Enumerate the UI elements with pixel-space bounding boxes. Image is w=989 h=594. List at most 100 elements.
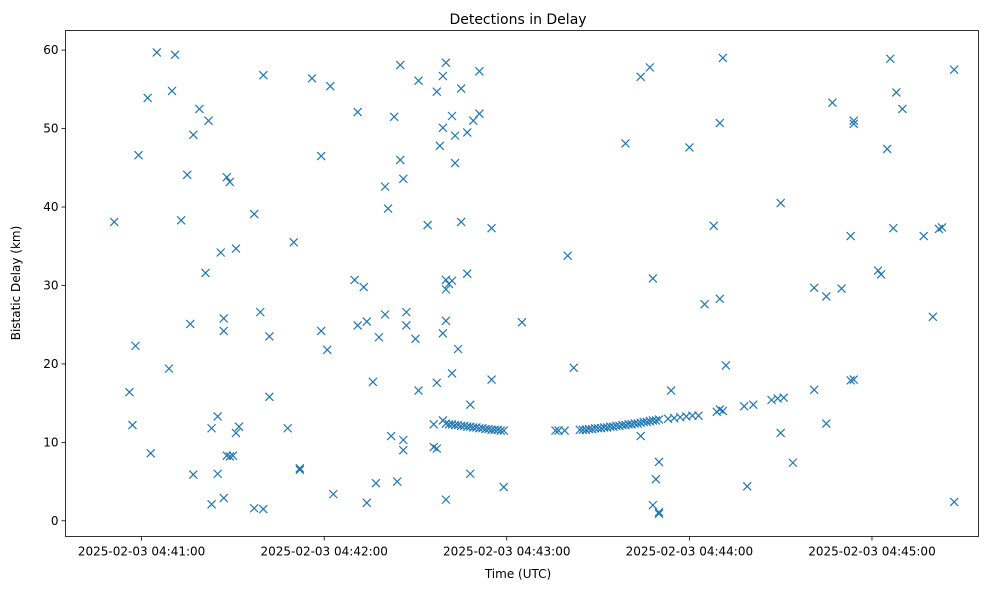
data-point-marker (949, 497, 959, 507)
data-point-marker (188, 130, 198, 140)
data-point-marker (176, 215, 186, 225)
data-point-marker (170, 50, 180, 60)
data-point-marker (897, 104, 907, 114)
data-point-marker (821, 419, 831, 428)
data-points (109, 48, 959, 519)
data-point-marker (398, 174, 408, 184)
data-point-marker (645, 62, 655, 72)
data-point-marker (432, 378, 442, 388)
data-point-marker (715, 294, 725, 304)
data-point-marker (201, 268, 210, 278)
data-point-marker (809, 385, 819, 395)
data-point-marker (928, 312, 938, 322)
data-point-marker (885, 54, 895, 64)
data-point-marker (709, 221, 719, 231)
data-point-marker (465, 400, 475, 410)
data-point-marker (499, 426, 509, 436)
data-point-marker (316, 326, 326, 336)
data-point-marker (374, 332, 384, 342)
data-point-marker (380, 182, 390, 192)
data-point-marker (441, 58, 451, 68)
data-point-marker (213, 469, 223, 479)
data-point-marker (389, 112, 399, 122)
data-point-marker (949, 65, 959, 75)
data-point-marker (225, 452, 235, 461)
data-point-marker (350, 275, 360, 285)
data-point-marker (438, 71, 448, 81)
data-point-marker (447, 111, 457, 121)
data-point-marker (258, 70, 268, 80)
data-point-marker (551, 426, 560, 436)
data-point-marker (423, 220, 433, 230)
x-tick-label: 2025-02-03 04:41:00 (78, 545, 205, 559)
data-point-marker (164, 364, 174, 374)
data-point-marker (398, 445, 408, 455)
data-point-marker (788, 458, 798, 468)
y-tick-label: 40 (43, 200, 58, 214)
data-point-marker (621, 139, 630, 148)
data-point-marker (456, 217, 466, 227)
data-point-marker (827, 98, 837, 108)
data-point-marker (718, 53, 728, 63)
data-point-marker (465, 469, 475, 479)
data-point-marker (569, 363, 579, 373)
data-point-marker (283, 423, 293, 433)
data-point-marker (654, 509, 664, 519)
data-point-marker (438, 123, 448, 133)
data-point-marker (249, 503, 259, 513)
data-point-marker (435, 141, 445, 151)
data-point-marker (255, 307, 265, 317)
data-point-marker (447, 276, 457, 286)
data-point-marker (383, 204, 393, 214)
data-point-marker (295, 465, 305, 475)
data-point-marker (882, 144, 892, 154)
data-point-marker (328, 489, 338, 499)
data-point-marker (249, 209, 259, 219)
data-point-marker (307, 73, 317, 83)
x-axis: 2025-02-03 04:41:00 2025-02-03 04:42:00 20… (78, 536, 936, 559)
data-point-marker (325, 81, 335, 91)
data-point-marker (368, 377, 378, 387)
x-tick-label: 2025-02-03 04:43:00 (443, 545, 570, 559)
data-point-marker (694, 411, 703, 421)
data-point-marker (563, 251, 573, 261)
data-point-marker (441, 495, 451, 505)
data-point-marker (666, 386, 676, 396)
data-point-marker (684, 142, 694, 152)
data-point-marker (517, 317, 527, 327)
data-point-marker (748, 400, 758, 410)
data-point-marker (499, 482, 509, 492)
y-tick-label: 50 (43, 122, 58, 136)
data-point-marker (651, 415, 661, 425)
y-tick-label: 30 (43, 278, 58, 292)
data-point-marker (441, 316, 451, 326)
data-point-marker (474, 109, 484, 119)
data-point-marker (231, 244, 241, 254)
data-point-marker (401, 307, 411, 317)
data-point-marker (411, 334, 420, 344)
data-point-marker (264, 392, 274, 402)
data-point-marker (204, 116, 213, 126)
data-point-marker (809, 283, 819, 293)
data-point-marker (395, 60, 405, 70)
data-point-marker (487, 223, 496, 233)
data-point-marker (182, 170, 192, 180)
data-point-marker (474, 66, 484, 76)
data-point-marker (395, 155, 405, 165)
data-point-marker (362, 498, 372, 508)
data-point-marker (888, 223, 898, 233)
data-point-marker (654, 507, 664, 517)
data-point-marker (219, 313, 229, 323)
data-point-marker (654, 415, 664, 425)
data-point-marker (715, 118, 725, 128)
data-point-marker (222, 172, 232, 182)
data-point-marker (456, 84, 466, 93)
x-axis-label: Time (UTC) (484, 567, 551, 581)
data-point-marker (316, 151, 326, 161)
data-point-marker (295, 463, 305, 473)
x-tick-label: 2025-02-03 04:45:00 (808, 545, 935, 559)
data-point-marker (414, 386, 423, 396)
data-point-marker (876, 270, 886, 279)
data-point-marker (359, 282, 369, 292)
y-tick-label: 20 (43, 357, 58, 371)
